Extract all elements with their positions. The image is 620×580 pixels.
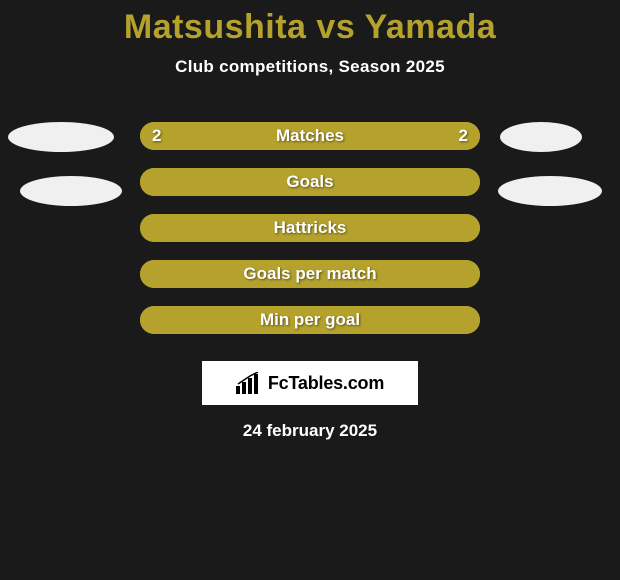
stat-bar-track: Matches 2 2: [140, 122, 480, 150]
stat-bar-fill-right: [310, 168, 480, 196]
stat-row: Min per goal: [0, 297, 620, 343]
source-logo-text: FcTables.com: [268, 373, 384, 394]
comparison-infographic: Matsushita vs Yamada Club competitions, …: [0, 0, 620, 580]
date-generated: 24 february 2025: [0, 421, 620, 441]
stat-row: Goals per match: [0, 251, 620, 297]
title-player-left: Matsushita: [124, 8, 307, 46]
player-badge-ellipse: [20, 176, 122, 206]
stat-bar-track: Min per goal: [140, 306, 480, 334]
stat-bar-track: Goals per match: [140, 260, 480, 288]
stat-label: Goals: [286, 172, 333, 192]
stat-row: Hattricks: [0, 205, 620, 251]
title-vs: vs: [316, 8, 355, 46]
bar-chart-icon: [236, 372, 262, 394]
title-player-right: Yamada: [365, 8, 497, 46]
source-logo: FcTables.com: [202, 361, 418, 405]
player-badge-ellipse: [8, 122, 114, 152]
stat-bar-fill-left: [140, 168, 310, 196]
stat-value-left: 2: [152, 126, 161, 146]
player-badge-ellipse: [500, 122, 582, 152]
stat-label: Goals per match: [243, 264, 376, 284]
stat-bar-track: Goals: [140, 168, 480, 196]
player-badge-ellipse: [498, 176, 602, 206]
stat-bar-track: Hattricks: [140, 214, 480, 242]
stat-label: Min per goal: [260, 310, 360, 330]
stat-label: Matches: [276, 126, 344, 146]
subtitle: Club competitions, Season 2025: [0, 57, 620, 77]
stat-label: Hattricks: [274, 218, 347, 238]
page-title: Matsushita vs Yamada: [0, 8, 620, 47]
stat-value-right: 2: [459, 126, 468, 146]
